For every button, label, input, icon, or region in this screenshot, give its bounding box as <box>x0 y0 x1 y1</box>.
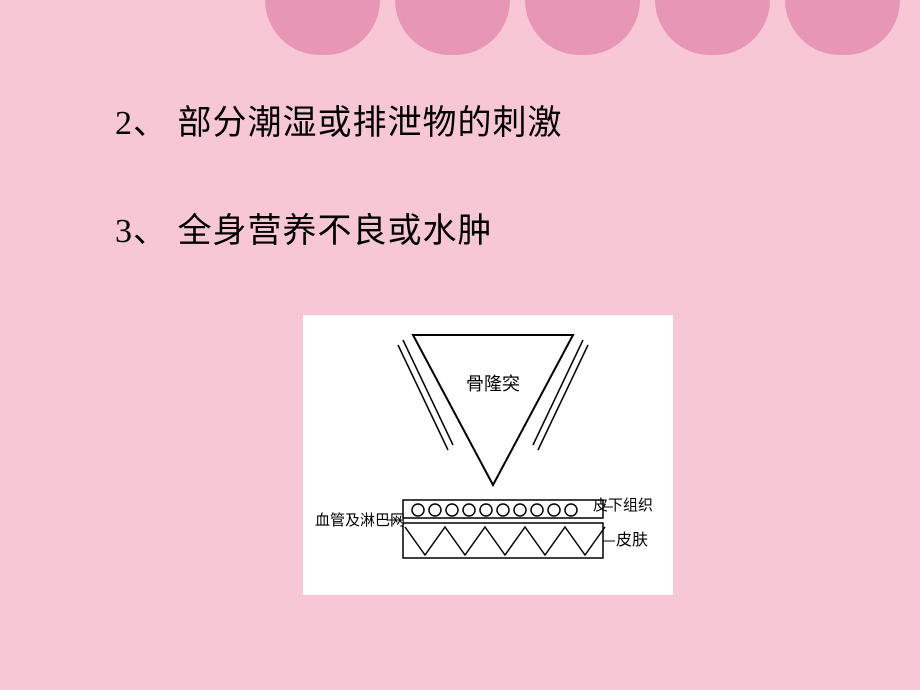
scallop <box>265 0 380 55</box>
bullet-num: 2、 <box>115 105 168 142</box>
bullet-text: 部分潮湿或排泄物的刺激 <box>178 105 563 142</box>
svg-text:骨隆突: 骨隆突 <box>466 374 520 394</box>
scallop <box>525 0 640 55</box>
scallop <box>395 0 510 55</box>
svg-text:皮肤: 皮肤 <box>615 531 647 549</box>
svg-text:皮下组织: 皮下组织 <box>592 497 652 514</box>
scallop <box>785 0 900 55</box>
bullet-2: 2、 部分潮湿或排泄物的刺激 <box>115 100 860 148</box>
scallop-border <box>0 0 920 55</box>
anatomy-diagram: 骨隆突皮下组织皮肤 血管及淋巴网 <box>303 315 673 595</box>
scallop <box>655 0 770 55</box>
bullet-text: 全身营养不良或水肿 <box>178 213 493 250</box>
svg-text:血管及淋巴网: 血管及淋巴网 <box>315 512 405 529</box>
bullet-3: 3、 全身营养不良或水肿 <box>115 208 860 256</box>
slide-content: 2、 部分潮湿或排泄物的刺激 3、 全身营养不良或水肿 骨隆突皮下组织皮肤 血管及… <box>115 100 860 595</box>
bullet-num: 3、 <box>115 213 168 250</box>
diagram-bg <box>303 315 673 595</box>
